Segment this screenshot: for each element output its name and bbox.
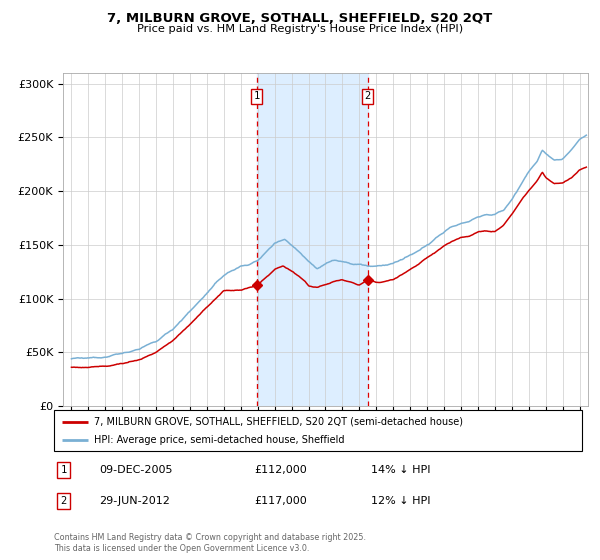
Text: 1: 1 — [61, 465, 67, 475]
Bar — [257, 73, 368, 406]
Text: 29-JUN-2012: 29-JUN-2012 — [99, 496, 170, 506]
Text: Price paid vs. HM Land Registry's House Price Index (HPI): Price paid vs. HM Land Registry's House … — [137, 24, 463, 34]
Text: 2: 2 — [61, 496, 67, 506]
Text: 1: 1 — [254, 91, 260, 101]
Text: 14% ↓ HPI: 14% ↓ HPI — [371, 465, 430, 475]
Text: HPI: Average price, semi-detached house, Sheffield: HPI: Average price, semi-detached house,… — [94, 435, 344, 445]
Text: 7, MILBURN GROVE, SOTHALL, SHEFFIELD, S20 2QT: 7, MILBURN GROVE, SOTHALL, SHEFFIELD, S2… — [107, 12, 493, 25]
Text: 09-DEC-2005: 09-DEC-2005 — [99, 465, 172, 475]
Text: 7, MILBURN GROVE, SOTHALL, SHEFFIELD, S20 2QT (semi-detached house): 7, MILBURN GROVE, SOTHALL, SHEFFIELD, S2… — [94, 417, 463, 427]
Text: £112,000: £112,000 — [254, 465, 307, 475]
Text: Contains HM Land Registry data © Crown copyright and database right 2025.
This d: Contains HM Land Registry data © Crown c… — [54, 533, 366, 553]
Text: 12% ↓ HPI: 12% ↓ HPI — [371, 496, 430, 506]
Text: 2: 2 — [365, 91, 371, 101]
Text: £117,000: £117,000 — [254, 496, 307, 506]
